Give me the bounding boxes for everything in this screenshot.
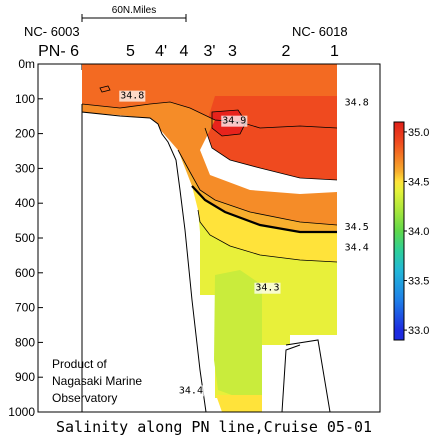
station-label: 3 <box>228 43 237 60</box>
colorbar-tick-label: 33.0 <box>408 325 429 337</box>
chart-title: Salinity along PN line,Cruise 05-01 <box>56 418 372 436</box>
y-axis: 0m 100 200 300 400 500 600 700 800 900 1000 <box>8 57 43 419</box>
contours <box>81 85 338 263</box>
seafloor <box>81 104 337 413</box>
station-code-left: NC- 6003 <box>24 24 80 39</box>
y-tick-label: 700 <box>15 301 35 315</box>
station-label: 1 <box>330 43 339 60</box>
colorbar-tick-label: 34.0 <box>408 226 429 238</box>
band-34-3 <box>214 270 262 398</box>
contour-label-bg <box>343 221 370 233</box>
contour-label: 34.4 <box>179 385 203 396</box>
station-labels: PN- 6 5 4' 4 3' 3 2 1 <box>38 43 339 70</box>
y-tick-label: 0m <box>18 57 35 71</box>
contour-label: 34.8 <box>120 91 144 102</box>
station-label: 2 <box>282 43 291 60</box>
contour-label-bg <box>343 97 370 109</box>
contour-label: 34.5 <box>345 222 369 233</box>
y-tick-label: 900 <box>15 370 35 384</box>
salinity-bands <box>82 64 337 412</box>
contour-labels: 34.8 34.8 34.9 34.5 34.4 34.3 34.4 <box>119 90 370 397</box>
station-code-right: NC- 6018 <box>292 24 348 39</box>
annotation-line-2: Nagasaki Marine <box>52 374 142 388</box>
y-tick-label: 500 <box>15 231 35 245</box>
colorbar-gradient <box>393 121 405 341</box>
contour-label-bg <box>221 115 248 127</box>
station-label: 5 <box>126 43 135 60</box>
annotation-line-1: Product of <box>52 357 107 371</box>
y-tick-label: 300 <box>15 161 35 175</box>
station-label: 4' <box>155 43 167 60</box>
colorbar-tick-label: 34.5 <box>408 176 429 188</box>
y-tick-label: 800 <box>15 335 35 349</box>
contour-label-bg <box>119 90 146 102</box>
contour-label: 34.8 <box>345 98 369 109</box>
plot-area: 34.8 34.8 34.9 34.5 34.4 34.3 34.4 <box>37 63 381 413</box>
contour-label: 34.4 <box>345 243 369 254</box>
y-tick-label: 200 <box>15 127 35 141</box>
product-annotation: Product of Nagasaki Marine Observatory <box>52 357 142 405</box>
colorbar: 35.0 34.5 34.0 33.5 33.0 <box>393 121 429 341</box>
y-tick-label: 400 <box>15 196 35 210</box>
band-34-5 <box>192 186 337 262</box>
station-label: 4 <box>180 43 189 60</box>
scale-bar-label: 60N.Miles <box>112 5 156 16</box>
station-label: 3' <box>204 43 216 60</box>
y-tick-label: 1000 <box>8 405 35 419</box>
contour-label: 34.3 <box>255 283 279 294</box>
contour-label-bg <box>254 282 281 294</box>
y-tick-label: 600 <box>15 266 35 280</box>
annotation-line-3: Observatory <box>52 391 117 405</box>
contour-label-bg <box>177 385 204 397</box>
scale-bar: 60N.Miles <box>81 5 187 22</box>
contour-label: 34.9 <box>222 116 246 127</box>
contour-label-bg <box>343 242 370 254</box>
band-34-5-deep <box>216 395 262 412</box>
band-34-9 <box>205 96 337 180</box>
colorbar-tick-label: 35.0 <box>408 127 429 139</box>
band-34-7 <box>82 102 337 225</box>
y-tick-label: 100 <box>15 92 35 106</box>
station-label: PN- 6 <box>38 43 79 60</box>
colorbar-tick-label: 33.5 <box>408 276 429 288</box>
